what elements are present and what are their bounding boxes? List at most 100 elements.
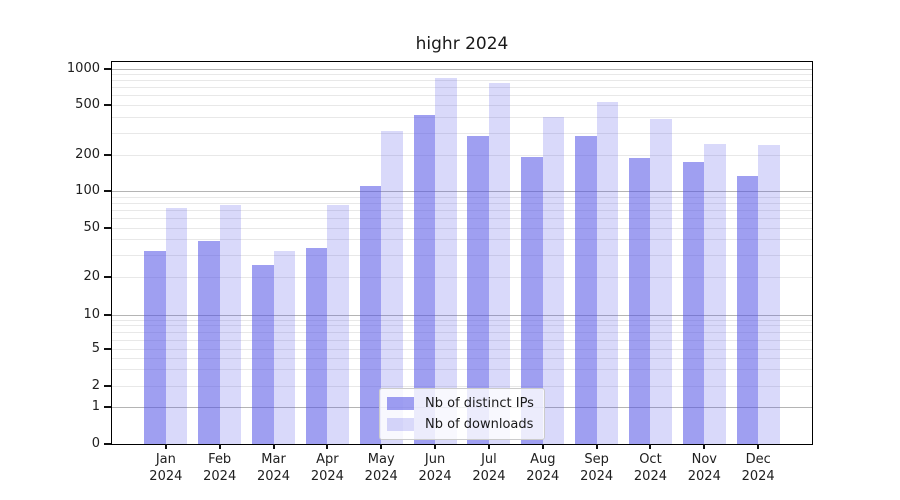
y-axis-tick — [104, 385, 111, 387]
y-axis-tick-label: 5 — [91, 340, 100, 356]
x-axis-tick — [164, 444, 167, 449]
y-axis-tick-label: 10 — [83, 306, 100, 322]
bar-downloads-jun — [435, 77, 457, 444]
legend-item-downloads: Nb of downloads — [380, 417, 544, 432]
y-gridline-minor — [112, 325, 812, 327]
bar-distinct-ips-may — [359, 185, 382, 444]
y-axis-tick — [104, 190, 111, 192]
y-axis-tick-label: 1 — [91, 398, 100, 414]
bar-distinct-ips-feb — [198, 240, 220, 444]
y-gridline-minor — [112, 74, 812, 76]
y-axis-tick — [104, 347, 111, 350]
bar-distinct-ips-jan — [144, 251, 166, 444]
y-axis-tick-label: 0 — [91, 436, 100, 451]
bar-distinct-ips-nov — [682, 161, 705, 444]
bar-downloads-jan — [165, 208, 188, 444]
bar-distinct-ips-dec — [736, 176, 759, 444]
bar-downloads-aug — [542, 117, 565, 444]
x-axis-tick-label: Nov 2024 — [687, 452, 721, 484]
y-gridline-minor — [112, 80, 812, 82]
y-gridline-minor — [112, 117, 812, 119]
y-gridline-minor — [112, 227, 812, 229]
x-axis-tick-label: May 2024 — [364, 452, 398, 484]
x-axis-tick-label: Dec 2024 — [741, 452, 775, 484]
y-axis-tick — [104, 153, 111, 156]
x-axis-tick-label: Oct 2024 — [633, 452, 667, 484]
y-gridline-minor — [112, 196, 812, 198]
y-gridline-minor — [112, 154, 812, 156]
bar-distinct-ips-apr — [305, 248, 328, 444]
x-axis-tick — [326, 444, 329, 449]
y-gridline-minor — [112, 276, 812, 278]
x-axis-tick-label: Aug 2024 — [526, 452, 560, 484]
chart-title: highr 2024 — [415, 34, 509, 54]
x-axis-tick-label: Jun 2024 — [418, 452, 452, 484]
y-axis-tick — [104, 313, 111, 316]
bar-distinct-ips-jul — [467, 136, 489, 444]
legend-swatch-downloads — [387, 417, 414, 431]
y-axis-tick-label: 2 — [91, 378, 100, 393]
x-axis-tick-label: Jul 2024 — [472, 452, 506, 484]
x-axis-tick — [434, 444, 437, 449]
x-axis-tick-label: Apr 2024 — [310, 452, 344, 484]
bar-downloads-oct — [650, 119, 672, 444]
y-axis-tick-label: 1000 — [66, 60, 100, 76]
y-gridline-minor — [112, 105, 812, 106]
legend-swatch-distinct-ips — [387, 397, 414, 411]
bar-downloads-dec — [758, 144, 780, 444]
y-gridline-minor — [112, 87, 812, 89]
bar-downloads-may — [381, 131, 403, 444]
y-gridline-minor — [112, 239, 812, 241]
y-axis-tick — [104, 405, 111, 408]
x-axis-tick-label: Jan 2024 — [149, 452, 183, 484]
legend-label-distinct-ips: Nb of distinct IPs — [425, 396, 534, 412]
legend-label-downloads: Nb of downloads — [425, 416, 534, 432]
y-gridline-minor — [112, 217, 812, 219]
y-axis-tick-label: 500 — [75, 97, 100, 112]
y-gridline-minor — [112, 132, 812, 134]
bar-downloads-jul — [488, 82, 511, 444]
y-gridline-major — [112, 191, 812, 192]
bar-distinct-ips-aug — [521, 157, 543, 444]
x-axis-tick — [487, 444, 490, 449]
plot-area: 0 1 2 5 10 20 50 100 200 500 1000 Jan 2024 Feb 2024 Mar… — [67, 61, 813, 484]
bar-downloads-sep — [596, 101, 619, 444]
y-gridline-major — [112, 314, 812, 316]
bar-downloads-mar — [273, 251, 296, 444]
y-gridline-minor — [112, 348, 812, 350]
x-axis-tick — [595, 444, 598, 449]
y-axis-tick-label: 20 — [83, 268, 100, 284]
y-axis-tick — [104, 226, 111, 229]
bar-downloads-nov — [704, 144, 726, 444]
y-axis-tick — [104, 443, 111, 445]
x-axis-tick — [541, 444, 544, 449]
x-axis-tick — [272, 444, 275, 449]
x-axis-tick-label: Mar 2024 — [256, 452, 291, 484]
bar-distinct-ips-jun — [413, 114, 436, 444]
y-gridline-minor — [112, 357, 812, 359]
x-axis-tick — [703, 444, 706, 449]
y-axis-tick — [104, 104, 111, 106]
legend: Nb of distinct IPs Nb of downloads — [379, 388, 545, 440]
y-gridline-minor — [112, 369, 812, 371]
bar-distinct-ips-oct — [628, 157, 651, 444]
y-gridline-minor — [112, 386, 812, 387]
legend-item-distinct-ips: Nb of distinct IPs — [380, 396, 544, 411]
x-axis-tick-label: Sep 2024 — [580, 452, 614, 484]
bar-distinct-ips-sep — [575, 136, 597, 444]
bar-distinct-ips-mar — [252, 264, 274, 444]
y-gridline-minor — [112, 209, 812, 211]
y-gridline-minor — [112, 331, 812, 333]
bar-downloads-feb — [219, 204, 242, 444]
y-axis-tick-label: 200 — [75, 146, 100, 162]
x-axis-tick — [218, 444, 221, 449]
x-axis-tick — [649, 444, 652, 449]
y-axis-tick-label: 50 — [83, 219, 100, 235]
y-gridline-minor — [112, 339, 812, 341]
y-axis-tick-label: 100 — [75, 183, 100, 198]
x-axis-tick — [757, 444, 760, 449]
y-axis-tick — [104, 67, 111, 70]
y-gridline-minor — [112, 254, 812, 256]
bar-downloads-apr — [327, 205, 349, 444]
